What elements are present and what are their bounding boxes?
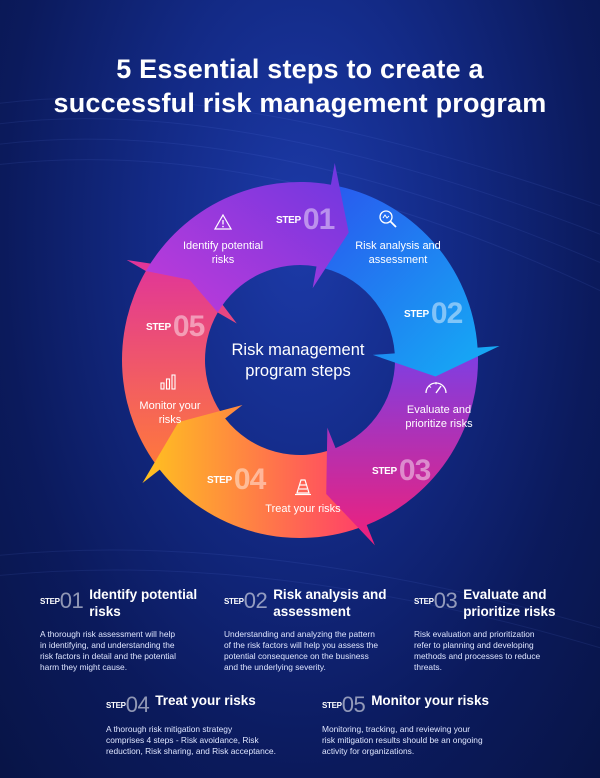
wheel-step-03: STEP 03 bbox=[372, 454, 431, 488]
card-description: A thorough risk assessment will help in i… bbox=[40, 629, 176, 672]
wheel-label-04: Treat your risks bbox=[248, 502, 358, 516]
wheel-label-line: risks bbox=[211, 254, 235, 266]
wheel-step-04: STEP 04 bbox=[207, 463, 266, 497]
step-word: STEP bbox=[322, 700, 342, 710]
magnifier-icon bbox=[379, 210, 397, 228]
step-number: 04 bbox=[125, 692, 150, 717]
cycle-arrow-segment-4 bbox=[142, 404, 367, 538]
step-number: 02 bbox=[243, 588, 268, 613]
step-number: 01 bbox=[59, 588, 84, 613]
step-word: STEP bbox=[414, 596, 434, 606]
wheel-label-line: Risk analysis and bbox=[355, 240, 441, 252]
wheel-label-line: assessment bbox=[368, 254, 428, 266]
title-line-1: 5 Essential steps to create a bbox=[116, 54, 484, 84]
wheel-label-line: Treat your risks bbox=[265, 503, 341, 515]
center-title-line: Risk management bbox=[231, 341, 365, 359]
step-number: 05 bbox=[341, 692, 366, 717]
wheel-step-05: STEP 05 bbox=[146, 310, 205, 344]
wheel-step-02: STEP 02 bbox=[404, 297, 463, 331]
wheel-label-05: Monitor your risks bbox=[120, 399, 220, 427]
step-card-05: STEP 05 Monitor your risks Monitoring, tr… bbox=[322, 690, 512, 757]
warning-triangle-icon bbox=[214, 214, 232, 230]
cycle-arrow-segment-1 bbox=[145, 163, 349, 313]
step-card-02: STEP 02 Risk analysis and assessment Under… bbox=[224, 586, 404, 673]
step-card-03: STEP 03 Evaluate and prioritize risks Risk… bbox=[414, 586, 574, 673]
wheel-label-line: Monitor your bbox=[139, 400, 201, 412]
card-title: Identify potential risks bbox=[89, 587, 198, 619]
cycle-arrow-segment-3 bbox=[326, 347, 478, 546]
wheel-label-03: Evaluate and prioritize risks bbox=[384, 403, 494, 431]
step-word: STEP bbox=[224, 596, 244, 606]
card-description: Monitoring, tracking, and reviewing your… bbox=[322, 724, 483, 756]
cycle-arrow-segment-2 bbox=[316, 184, 500, 377]
step-number: 03 bbox=[433, 588, 458, 613]
wheel-label-line: Identify potential bbox=[182, 240, 264, 252]
step-number: 05 bbox=[172, 310, 205, 343]
center-title: Risk management program steps bbox=[218, 340, 378, 382]
gauge-icon bbox=[425, 382, 447, 394]
step-number: 02 bbox=[430, 297, 463, 330]
title-line-2: successful risk management program bbox=[53, 88, 547, 118]
step-word: STEP bbox=[207, 474, 232, 486]
card-description: Risk evaluation and prioritization refer … bbox=[414, 629, 541, 672]
wheel-label-02: Risk analysis and assessment bbox=[338, 239, 458, 267]
step-word: STEP bbox=[276, 214, 301, 226]
card-title: Risk analysis and assessment bbox=[273, 587, 387, 619]
step-number: 01 bbox=[302, 203, 335, 236]
wheel-step-01: STEP 01 bbox=[276, 203, 335, 237]
wheel-label-line: Evaluate and bbox=[406, 404, 472, 416]
card-description: Understanding and analyzing the pattern o… bbox=[224, 629, 379, 672]
card-title: Treat your risks bbox=[155, 693, 256, 708]
road-cone-icon bbox=[295, 479, 311, 496]
wheel-label-line: risks bbox=[158, 414, 182, 426]
step-word: STEP bbox=[106, 700, 126, 710]
card-description: A thorough risk mitigation strategy compr… bbox=[106, 724, 276, 756]
step-number: 03 bbox=[398, 454, 431, 487]
wheel-label-line: prioritize risks bbox=[405, 418, 473, 430]
page-title: 5 Essential steps to create a successful… bbox=[0, 52, 600, 120]
card-title: Evaluate and prioritize risks bbox=[463, 587, 556, 619]
step-number: 04 bbox=[233, 463, 266, 496]
step-card-04: STEP 04 Treat your risks A thorough risk … bbox=[106, 690, 296, 757]
step-word: STEP bbox=[372, 465, 397, 477]
bar-chart-icon bbox=[160, 374, 176, 390]
step-word: STEP bbox=[146, 321, 171, 333]
card-title: Monitor your risks bbox=[371, 693, 489, 708]
step-card-01: STEP 01 Identify potential risks A thoroug… bbox=[40, 586, 218, 673]
wheel-label-01: Identify potential risks bbox=[168, 239, 278, 267]
step-word: STEP bbox=[404, 308, 429, 320]
step-word: STEP bbox=[40, 596, 60, 606]
center-title-line: program steps bbox=[245, 362, 351, 380]
